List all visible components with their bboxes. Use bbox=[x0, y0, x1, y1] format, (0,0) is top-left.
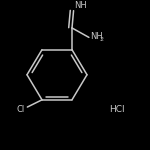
Text: Cl: Cl bbox=[16, 105, 24, 114]
Text: NH: NH bbox=[90, 32, 102, 41]
Text: 2: 2 bbox=[100, 37, 104, 42]
Text: NH: NH bbox=[74, 1, 87, 10]
Text: HCl: HCl bbox=[109, 105, 125, 114]
